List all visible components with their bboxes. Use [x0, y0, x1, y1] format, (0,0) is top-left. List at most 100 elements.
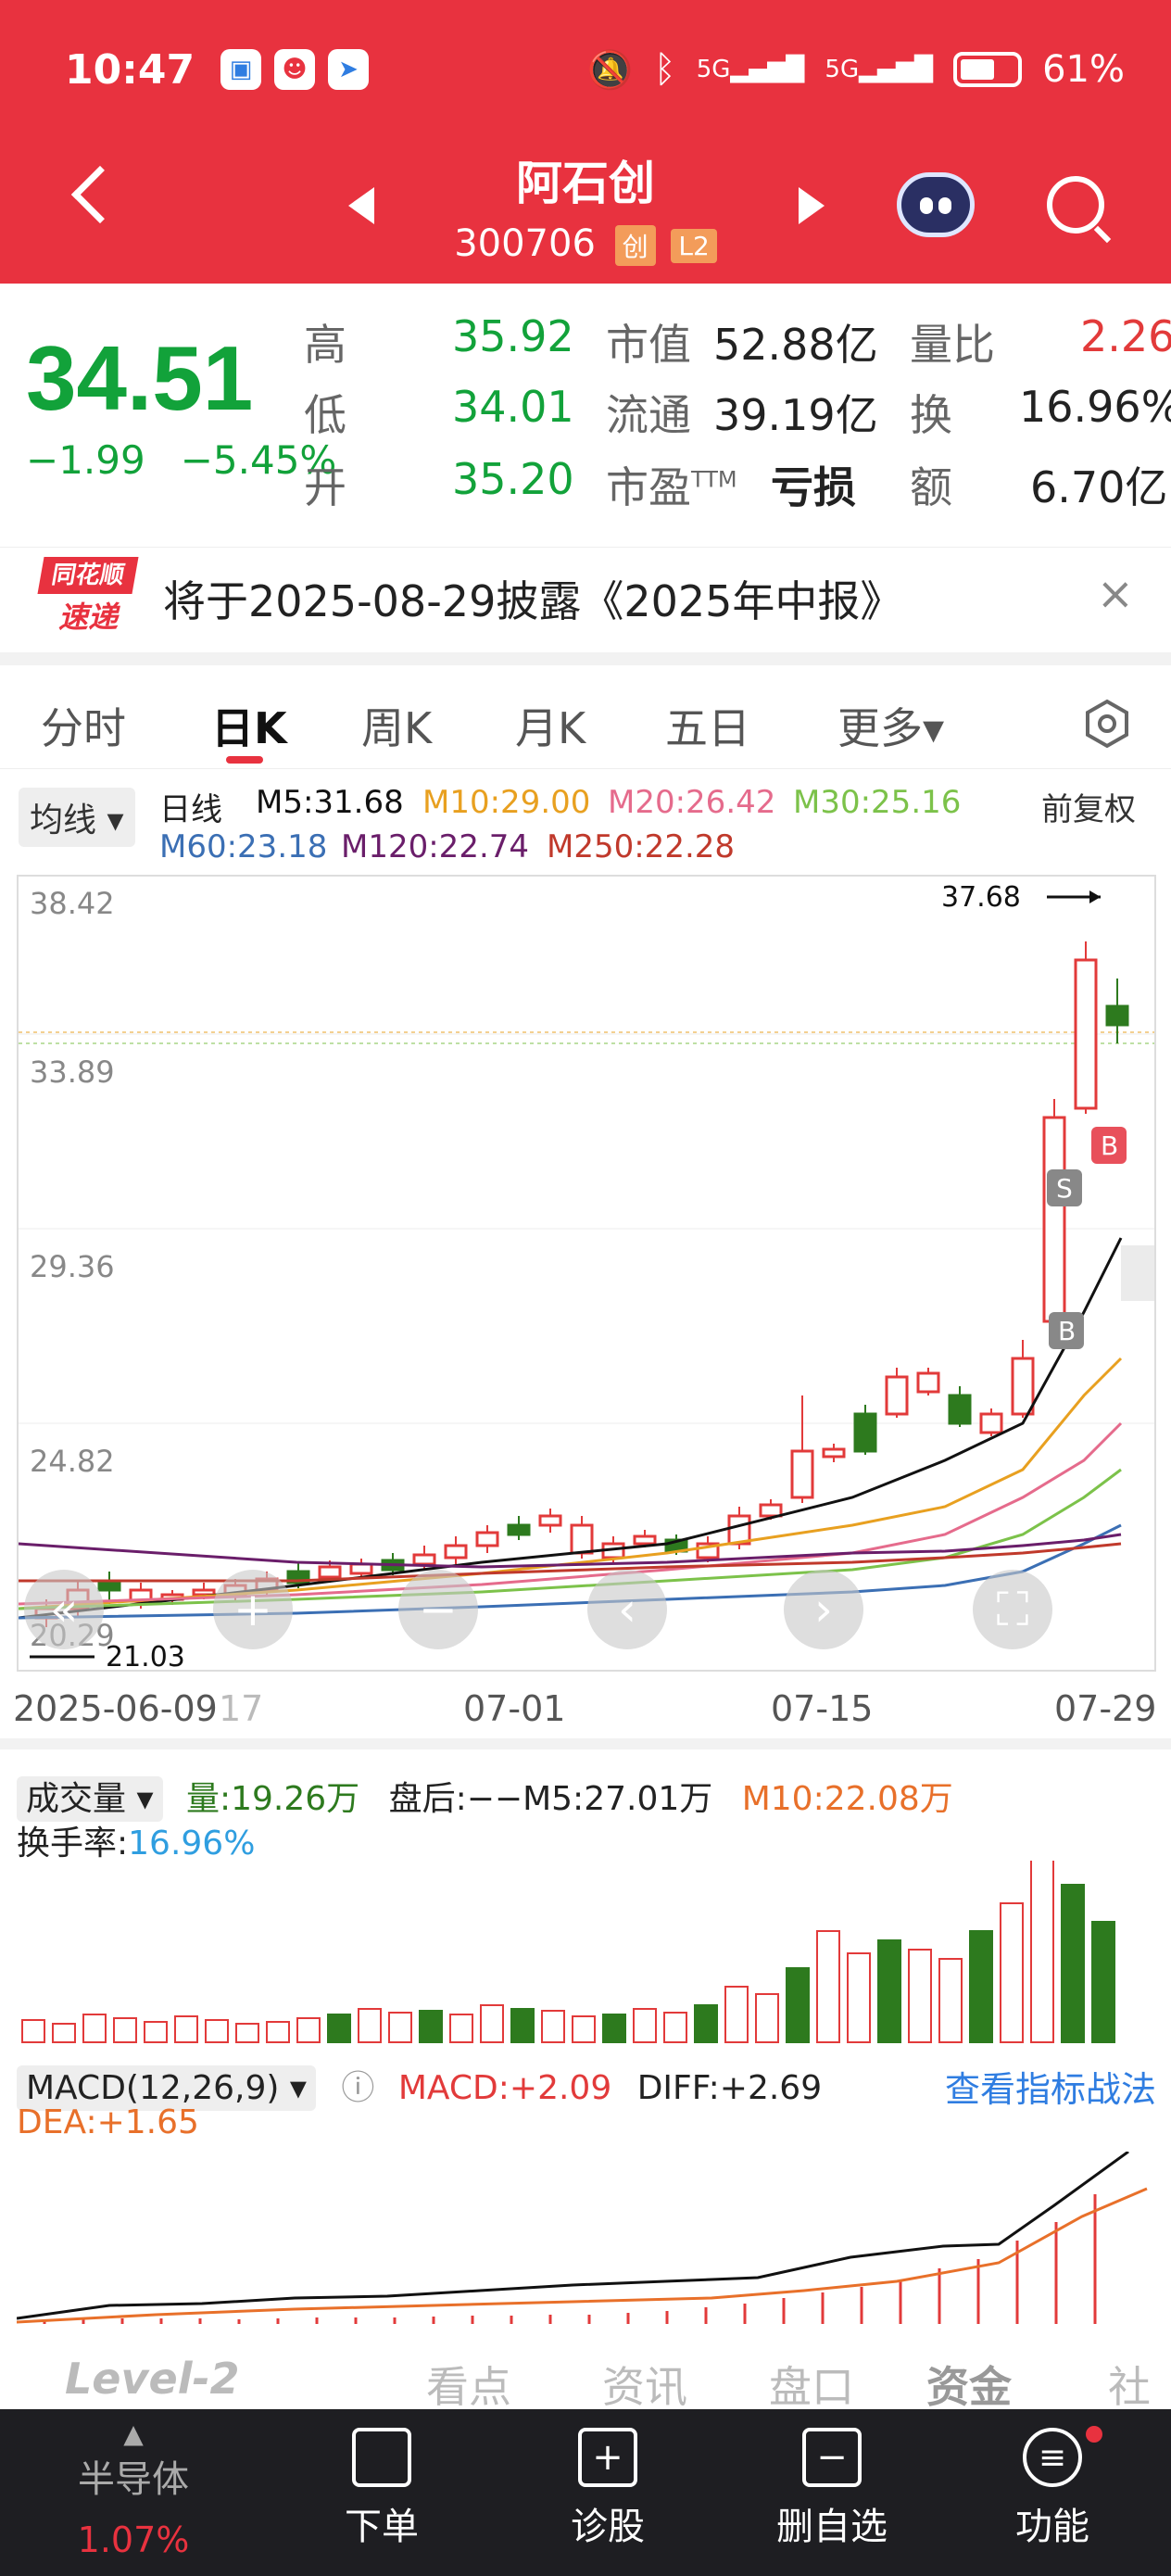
float-value: 39.19亿 [713, 390, 878, 440]
low-label: 低 [304, 390, 346, 440]
y-tick: 38.42 [30, 886, 115, 921]
candle-body [444, 1544, 468, 1559]
tab-more[interactable]: 更多▾ [837, 703, 945, 753]
ma10-value: M10:29.00 [422, 784, 591, 821]
macd-dropdown[interactable]: MACD(12,26,9) ▾ [17, 2065, 316, 2111]
volume-bar [694, 2004, 718, 2043]
back-arrow-icon[interactable] [70, 165, 130, 224]
max-price-label: 37.68 [941, 881, 1021, 914]
zoom-in-icon[interactable]: + [213, 1570, 293, 1649]
open-label: 开 [304, 462, 346, 512]
volume-bar [21, 2019, 45, 2043]
search-icon[interactable] [1047, 176, 1104, 234]
scroll-right-icon[interactable]: › [784, 1570, 863, 1649]
volume-bar [296, 2017, 321, 2043]
sector-button[interactable]: ▲ 半导体 1.07% [50, 2418, 217, 2560]
change-value: −1.99 [26, 437, 145, 483]
volume-bar [1091, 1921, 1115, 2043]
tab-monthly-k[interactable]: 月K [515, 703, 586, 753]
moving-average-line [18, 1533, 1122, 1569]
tab-minute[interactable]: 分时 [41, 703, 126, 753]
next-stock-icon[interactable] [799, 187, 825, 224]
sell-marker-text: S [1056, 1173, 1073, 1204]
ma30-value: M30:25.16 [793, 784, 962, 821]
diagnose-button[interactable]: + 诊股 [524, 2428, 691, 2550]
volume-bar [572, 2015, 596, 2043]
tab-five-day[interactable]: 五日 [665, 703, 750, 753]
help-icon[interactable]: ⓘ [341, 2069, 375, 2107]
amount-value: 6.70亿 [1030, 462, 1168, 512]
remove-minus-icon: − [802, 2428, 862, 2487]
ma5-value: M5:31.68 [256, 784, 404, 821]
macd-bars [43, 2194, 1097, 2324]
turnover-rate-value: 16.96% [128, 1825, 256, 1863]
zoom-out-icon[interactable]: − [398, 1570, 478, 1649]
function-button[interactable]: ≡ 功能 [969, 2426, 1136, 2550]
tab-funds[interactable]: 资金 [926, 2362, 1012, 2412]
candle-body [633, 1534, 657, 1546]
notice-logo: 同花顺 速递 [37, 557, 139, 642]
volume-bar [266, 2021, 290, 2043]
battery-percent: 61% [1042, 48, 1125, 91]
rewind-icon[interactable]: « [24, 1570, 104, 1649]
volume-bar [358, 2008, 382, 2043]
order-button[interactable]: 下单 [298, 2428, 465, 2550]
volume-dropdown[interactable]: 成交量 ▾ [17, 1776, 163, 1822]
assistant-robot-icon[interactable] [897, 172, 975, 237]
open-value: 35.20 [452, 454, 574, 504]
tab-level2[interactable]: Level-2 [65, 2354, 240, 2404]
candle-body [192, 1588, 216, 1597]
candle-body [507, 1523, 531, 1536]
macd-value: MACD:+2.09 [397, 2069, 612, 2107]
x-label: 07-29 [1054, 1688, 1157, 1729]
volume-bar [205, 2019, 229, 2043]
indicator-tactics-link[interactable]: 查看指标战法 [944, 2069, 1156, 2110]
tab-highlights[interactable]: 看点 [426, 2362, 511, 2412]
fullscreen-icon[interactable]: ⛶ [973, 1570, 1052, 1649]
board-badge: 创 [614, 225, 656, 266]
candle-body [412, 1553, 436, 1566]
ma120-value: M120:22.74 [341, 828, 530, 865]
volume-bar [52, 2023, 76, 2043]
diagnose-label: 诊股 [571, 2506, 645, 2548]
volume-bar [1030, 1861, 1054, 2043]
vol-m5: M5:27.01万 [523, 1780, 713, 1818]
volume-bar [663, 2012, 687, 2043]
volume-bar [816, 1930, 840, 2043]
order-doc-icon [352, 2428, 411, 2487]
up-caret-icon: ▲ [123, 2418, 144, 2449]
volume-bar [541, 2010, 565, 2043]
notice-text[interactable]: 将于2025-08-29披露《2025年中报》 [163, 576, 903, 626]
tab-community[interactable]: 社 [1108, 2362, 1151, 2412]
indicator-dropdown[interactable]: 均线 ▾ [19, 788, 135, 847]
tab-orderbook[interactable]: 盘口 [769, 2362, 854, 2412]
prev-stock-icon[interactable] [348, 187, 374, 224]
remove-watchlist-button[interactable]: − 删自选 [749, 2428, 915, 2550]
candle-body [916, 1371, 940, 1394]
stock-code: 300706 [454, 222, 596, 265]
separator [0, 1738, 1171, 1749]
tab-weekly-k[interactable]: 周K [361, 703, 433, 753]
scroll-left-icon[interactable]: ‹ [587, 1570, 667, 1649]
volume-bar [388, 2012, 412, 2043]
daily-label: 日线 [159, 791, 222, 828]
after-hours-value: 盘后:−− [388, 1780, 523, 1818]
tab-daily-k[interactable]: 日K [211, 703, 287, 753]
candle-body [538, 1514, 562, 1527]
amount-label: 额 [910, 462, 952, 512]
volume-bar [82, 2014, 107, 2043]
candle-body [853, 1412, 877, 1453]
close-icon[interactable]: × [1096, 568, 1134, 620]
tab-news[interactable]: 资讯 [602, 2362, 687, 2412]
settings-hex-icon[interactable] [1082, 699, 1132, 749]
volume-header: 成交量 ▾ 量:19.26万 盘后:−−M5:27.01万 M10:22.08万 [17, 1772, 953, 1822]
volume-bar [786, 1967, 810, 2043]
notice-banner[interactable]: 同花顺 速递 将于2025-08-29披露《2025年中报》 × [0, 547, 1171, 649]
adjust-mode[interactable]: 前复权 [1041, 791, 1136, 828]
candle-body [727, 1514, 751, 1546]
x-axis-labels: 2025-06-09 17 07-01 07-15 07-29 [0, 1688, 1171, 1735]
candle-body [979, 1412, 1003, 1434]
y-tick: 29.36 [30, 1249, 115, 1284]
kline-chart[interactable]: 38.42 33.89 29.36 24.82 20.29 37.68 21.0… [17, 875, 1156, 1673]
volume-bar [969, 1930, 993, 2043]
